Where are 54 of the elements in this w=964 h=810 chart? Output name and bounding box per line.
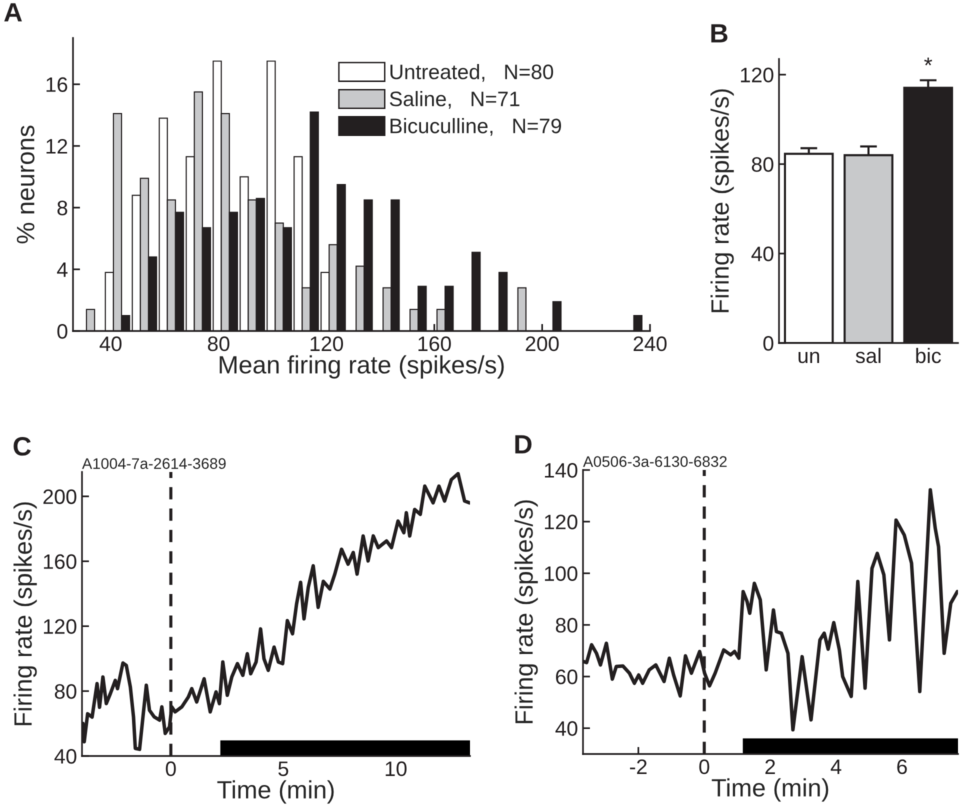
y-axis-title: Firing rate (spikes/s) [514,500,538,724]
x-tick-label: 120 [310,336,344,352]
x-axis-title: Time (min) [712,778,828,802]
x-tick-label: 10 [386,761,407,776]
x-tick-label: 4 [830,760,842,774]
y-tick-label: 80 [556,618,578,633]
x-tick-label: 0 [699,759,710,774]
y-tick-label: 12 [46,138,68,154]
y-tick-label: 4 [57,262,68,277]
x-tick-label: un [798,352,820,364]
y-tick-label: 40 [54,749,76,764]
text: C [14,436,31,456]
y-tick-label: 120 [44,619,76,634]
y-axis-title: Firing rate (spikes/s) [14,502,37,726]
x-tick-label: 5 [278,762,288,776]
y-axis-title: Firing rate (spikes/s) [710,89,734,312]
legend-label: Untreated, N=80 [390,64,554,82]
x-axis-title: Mean firing rate (spikes/s) [220,355,504,379]
text: A [4,3,22,22]
x-tick-label: 2 [765,759,775,774]
y-tick-label: 40 [555,721,578,736]
annotation: * [924,58,932,66]
y-tick-label: 200 [43,489,76,504]
line-series [82,472,470,752]
x-tick-label: 6 [897,759,907,774]
x-tick-label: -2 [630,759,647,774]
x-tick-label: 40 [100,336,122,352]
x-tick-label: 240 [634,336,667,352]
x-tick-label: sal [856,348,880,364]
text: D [515,435,532,454]
chart-title: A1004-7a-2614-3689 [82,458,226,469]
y-tick-label: 140 [544,463,578,478]
text: B [711,24,728,42]
y-tick-label: 120 [740,68,774,82]
y-tick-label: 160 [44,554,76,570]
x-tick-label: bic [916,348,941,364]
chart-title: A0506-3a-6130-6832 [583,456,727,467]
y-tick-label: 60 [556,670,578,684]
y-tick-label: 16 [46,77,68,92]
y-tick-label: 100 [544,566,578,582]
x-tick-label: 200 [526,336,559,352]
x-tick-label: 80 [208,336,230,352]
y-tick-label: 120 [544,514,578,530]
x-tick-label: 0 [166,761,176,776]
y-tick-label: 80 [752,157,774,172]
legend-label: Bicuculline, N=79 [390,118,562,136]
y-tick-label: 40 [751,246,774,262]
y-axis-title: % neurons [16,126,34,244]
y-tick-label: 80 [54,684,76,699]
x-tick-label: 160 [418,336,451,352]
x-axis-title: Time (min) [217,780,334,804]
y-tick-label: 8 [57,200,68,216]
legend-label: Saline, N=71 [390,91,520,109]
y-tick-label: 0 [57,324,68,339]
